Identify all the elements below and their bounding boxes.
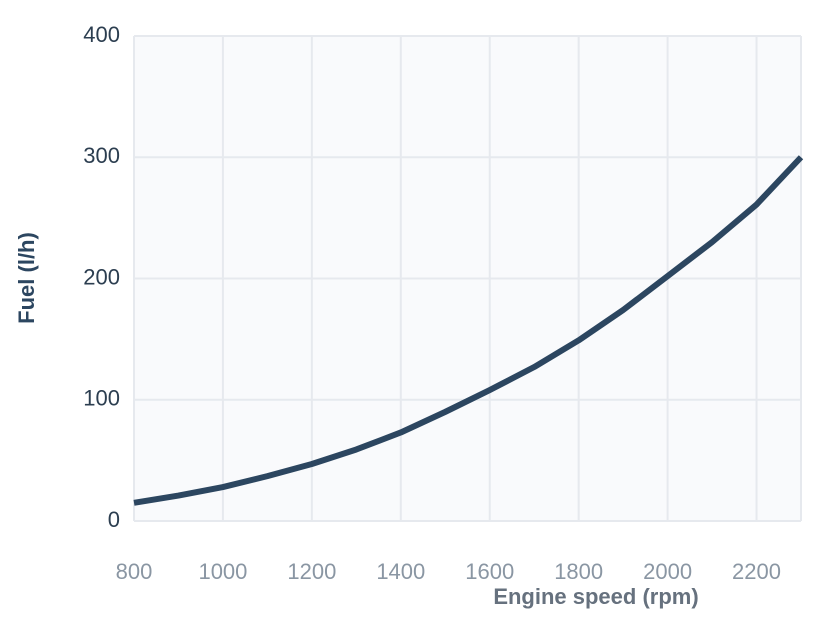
x-tick-label: 1000 xyxy=(198,559,247,584)
y-tick-label: 200 xyxy=(83,264,120,289)
y-tick-label: 0 xyxy=(108,507,120,532)
x-tick-label: 800 xyxy=(116,559,153,584)
x-tick-label: 1400 xyxy=(376,559,425,584)
line xyxy=(133,155,804,506)
y-tick-label: 100 xyxy=(83,386,120,411)
y-tick-label: 300 xyxy=(83,143,120,168)
x-tick-label: 1800 xyxy=(554,559,603,584)
x-tick-label: 1600 xyxy=(465,559,514,584)
x-tick-label: 2000 xyxy=(643,559,692,584)
y-axis-title: Fuel (l/h) xyxy=(14,232,39,324)
x-axis-title: Engine speed (rpm) xyxy=(493,584,698,609)
x-tick-label: 1200 xyxy=(287,559,336,584)
x-tick-label: 2200 xyxy=(732,559,781,584)
y-tick-label: 400 xyxy=(83,22,120,47)
